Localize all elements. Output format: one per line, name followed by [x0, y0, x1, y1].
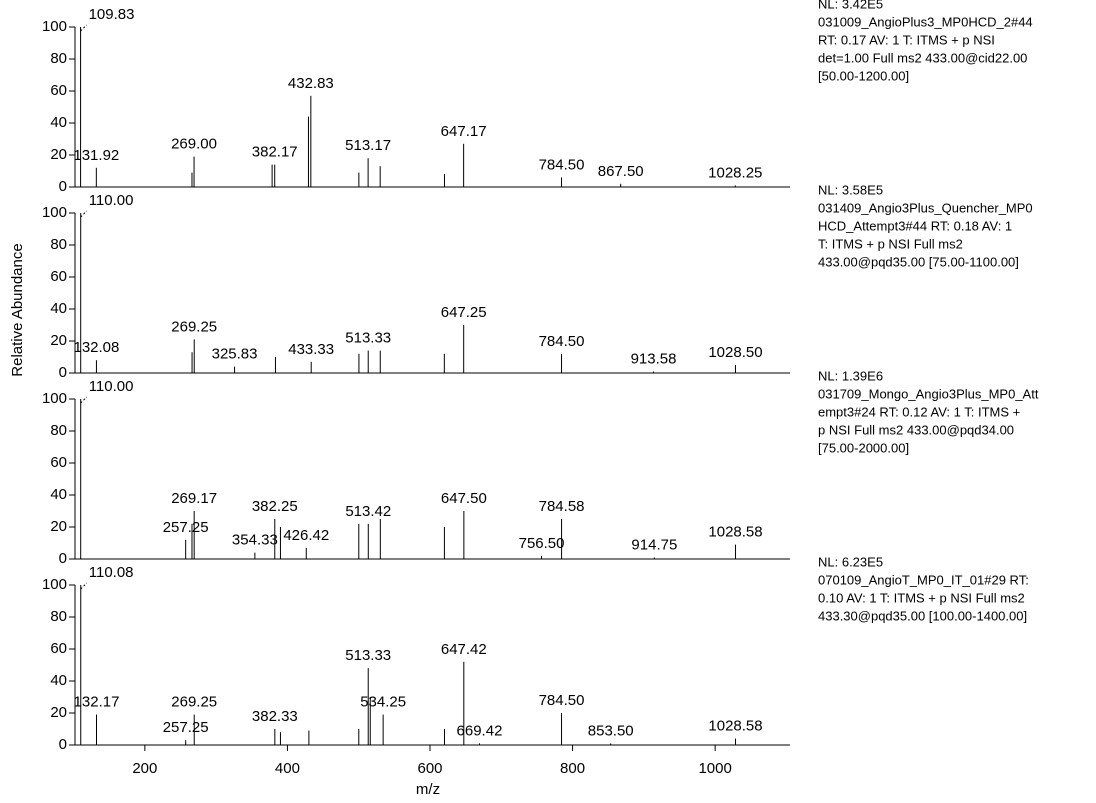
peak-label: 426.42 [283, 527, 329, 544]
y-tick-label: 20 [50, 704, 67, 721]
peak-label: 1028.25 [708, 164, 762, 181]
peak-label: 647.25 [441, 304, 487, 321]
y-tick-label: 40 [50, 114, 67, 131]
peak-label: 269.25 [171, 694, 217, 711]
spectrum-note: 031409_Angio3Plus_Quencher_MP0 [818, 200, 1033, 215]
peak-label: 382.17 [252, 144, 298, 161]
peak-label: 853.50 [588, 722, 634, 739]
spectrum-note: NL: 1.39E6 [818, 368, 883, 383]
peak-label: 513.33 [345, 330, 391, 347]
peak-label: 382.33 [252, 708, 298, 725]
y-tick-label: 100 [42, 18, 67, 35]
peak-label: 432.83 [288, 75, 334, 92]
x-tick-label: 600 [417, 760, 442, 777]
peak-label: 257.25 [163, 719, 209, 736]
y-tick-label: 60 [50, 82, 67, 99]
peak-label: 110.08 [89, 564, 134, 581]
peak-label: 269.25 [171, 318, 217, 335]
peak-label: 647.17 [441, 123, 487, 140]
peak-label: 269.17 [171, 490, 217, 507]
spectrum-note: 433.30@pqd35.00 [100.00-1400.00] [818, 608, 1027, 623]
y-tick-label: 80 [50, 608, 67, 625]
x-tick-label: 800 [560, 760, 585, 777]
y-tick-label: 60 [50, 268, 67, 285]
spectrum-note: NL: 3.58E5 [818, 182, 883, 197]
y-tick-label: 0 [59, 550, 67, 567]
peak-label: 784.58 [539, 498, 585, 515]
peak-label: 132.08 [73, 339, 119, 356]
y-tick-label: 0 [59, 736, 67, 753]
peak-label: 1028.58 [708, 718, 762, 735]
peak-label: 914.75 [631, 536, 677, 553]
peak-label: 325.83 [212, 346, 258, 363]
peak-label: 513.42 [345, 503, 391, 520]
x-axis-title: m/z [416, 781, 440, 798]
y-tick-label: 20 [50, 146, 67, 163]
peak-label: 669.42 [457, 722, 503, 739]
y-tick-label: 40 [50, 486, 67, 503]
peak-label: 647.42 [441, 641, 487, 658]
y-tick-label: 60 [50, 454, 67, 471]
y-tick-label: 80 [50, 50, 67, 67]
spectrum-note: 031709_Mongo_Angio3Plus_MP0_Att [818, 386, 1039, 401]
spectrum-note: 070109_AngioT_MP0_IT_01#29 RT: [818, 572, 1029, 587]
peak-label: 513.17 [345, 137, 391, 154]
peak-label: 867.50 [598, 163, 644, 180]
peak-label: 1028.58 [708, 524, 762, 541]
spectrum-note: 031009_AngioPlus3_MP0HCD_2#44 [818, 14, 1033, 29]
y-tick-label: 20 [50, 518, 67, 535]
y-tick-label: 0 [59, 364, 67, 381]
x-tick-label: 400 [275, 760, 300, 777]
y-tick-label: 20 [50, 332, 67, 349]
peak-label: 132.17 [74, 694, 120, 711]
peak-label: 110.00 [89, 192, 134, 209]
y-tick-label: 100 [42, 204, 67, 221]
peak-label: 756.50 [519, 535, 565, 552]
spectrum-note: [75.00-2000.00] [818, 440, 909, 455]
peak-label: 131.92 [73, 147, 119, 164]
peak-label: 784.50 [539, 156, 585, 173]
spectrum-note: [50.00-1200.00] [818, 68, 909, 83]
peak-label: 1028.50 [708, 344, 762, 361]
peak-label: 269.00 [171, 136, 217, 153]
peak-label: 913.58 [631, 350, 677, 367]
y-tick-label: 60 [50, 640, 67, 657]
peak-label: 257.25 [163, 519, 209, 536]
y-tick-label: 40 [50, 300, 67, 317]
peak-label: 534.25 [360, 694, 406, 711]
peak-label: 382.25 [252, 498, 298, 515]
peak-label: 784.50 [539, 333, 585, 350]
y-tick-label: 80 [50, 236, 67, 253]
y-axis-title: Relative Abundance [9, 243, 26, 376]
peak-label: 110.00 [89, 378, 134, 395]
label-leader [80, 24, 87, 32]
spectrum-note: p NSI Full ms2 433.00@pqd34.00 [818, 422, 1014, 437]
peak-label: 647.50 [441, 490, 487, 507]
y-tick-label: 100 [42, 576, 67, 593]
y-tick-label: 100 [42, 390, 67, 407]
y-tick-label: 40 [50, 672, 67, 689]
y-tick-label: 0 [59, 178, 67, 195]
spectrum-note: T: ITMS + p NSI Full ms2 [818, 236, 963, 251]
spectrum-note: NL: 3.42E5 [818, 0, 883, 11]
peak-label: 513.33 [345, 647, 391, 664]
spectrum-note: det=1.00 Full ms2 433.00@cid22.00 [818, 50, 1027, 65]
x-tick-label: 1000 [698, 760, 731, 777]
x-tick-label: 200 [132, 760, 157, 777]
y-tick-label: 80 [50, 422, 67, 439]
spectrum-note: 0.10 AV: 1 T: ITMS + p NSI Full ms2 [818, 590, 1025, 605]
spectrum-note: NL: 6.23E5 [818, 554, 883, 569]
peak-label: 784.50 [539, 692, 585, 709]
label-leader [80, 582, 88, 590]
peak-label: 354.33 [232, 532, 278, 549]
spectrum-note: RT: 0.17 AV: 1 T: ITMS + p NSI [818, 32, 995, 47]
label-leader [80, 210, 88, 218]
spectrum-note: empt3#24 RT: 0.12 AV: 1 T: ITMS + [818, 404, 1020, 419]
spectrum-note: HCD_Attempt3#44 RT: 0.18 AV: 1 [818, 218, 1012, 233]
peak-label: 433.33 [288, 341, 334, 358]
spectrum-note: 433.00@pqd35.00 [75.00-1100.00] [818, 254, 1019, 269]
peak-label: 109.83 [89, 6, 135, 23]
label-leader [80, 396, 88, 404]
